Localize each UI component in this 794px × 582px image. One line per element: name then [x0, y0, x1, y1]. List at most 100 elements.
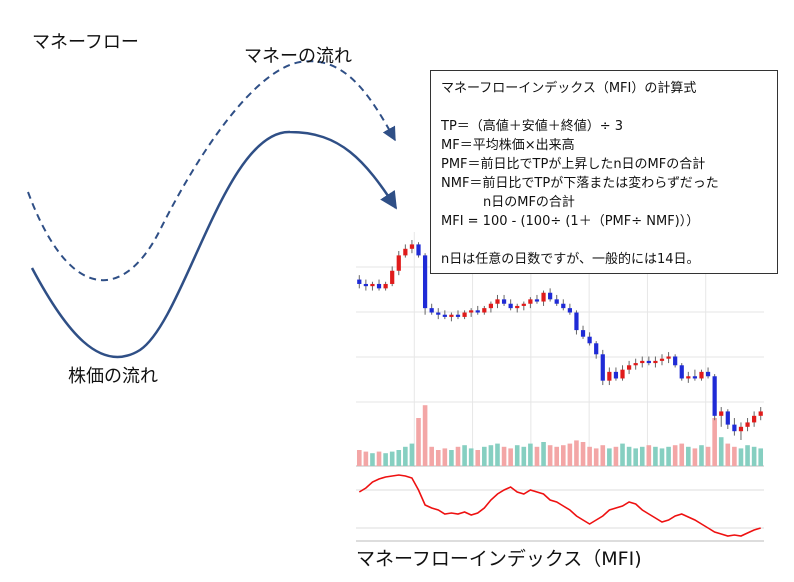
volume-bar [725, 443, 731, 466]
formula-nmf-1: NMF＝前日比でTPが下落または変わらずだった [441, 176, 719, 191]
candle-body [462, 312, 467, 317]
volume-bar [659, 448, 665, 466]
candle-body [403, 248, 408, 256]
volume-bar [600, 445, 606, 466]
main-title: マネーフロー [32, 32, 139, 53]
volume-bar [449, 450, 454, 466]
candle-body [508, 303, 513, 309]
volume-bar [751, 446, 757, 466]
volume-bar [547, 445, 553, 466]
candle-body [396, 255, 401, 271]
volume-bar [409, 443, 415, 466]
stock-chart [356, 232, 764, 542]
volume-bar [646, 445, 652, 466]
mfi-line [358, 474, 761, 537]
mfi-chart-title: マネーフローインデックス（MFI) [356, 548, 642, 570]
candle-body [541, 292, 546, 302]
candle-body [482, 308, 487, 313]
candle-body [673, 356, 678, 366]
money-flow-curve [27, 60, 396, 282]
candle-body [390, 270, 395, 284]
candle-body [719, 411, 724, 416]
volume-bar [396, 450, 402, 466]
candle-body [732, 424, 737, 432]
candle-body [436, 312, 441, 315]
volume-bar [593, 448, 599, 466]
volume-bar [554, 446, 560, 466]
price-flow-label: 株価の流れ [68, 366, 158, 387]
candle-body [574, 312, 579, 331]
candle-body [594, 343, 599, 355]
volume-bar [383, 453, 388, 466]
candle-body [705, 371, 711, 377]
volume-bar [692, 448, 698, 466]
volume-bar [653, 446, 658, 466]
formula-tp: TP＝（高値＋安値＋終値）÷ 3 [441, 119, 624, 134]
candle-body [501, 299, 507, 304]
volume-bar [732, 446, 737, 466]
volume-bar [422, 405, 428, 466]
price-flow-curve [30, 130, 398, 359]
candle-body [699, 371, 704, 379]
volume-bar [442, 448, 448, 466]
candle-body [534, 299, 540, 302]
volume-bar [541, 442, 546, 466]
candle-body [745, 422, 750, 427]
candle-body [383, 283, 388, 289]
volume-bar [482, 446, 487, 466]
volume-bar [475, 450, 481, 466]
candle-body [495, 299, 500, 304]
formula-pmf: PMF＝前日比でTPが上昇したn日のMFの合計 [441, 157, 706, 172]
formula-mf: MF＝平均株価×出来高 [441, 138, 575, 153]
volume-bar [462, 445, 467, 466]
candle-body [475, 310, 480, 313]
volume-bar [580, 442, 586, 466]
volume-bar [620, 443, 625, 466]
candle-body [370, 283, 375, 287]
candle-body [376, 283, 382, 289]
candle-body [626, 365, 632, 370]
candle-body [607, 371, 612, 381]
candle-body [528, 299, 533, 304]
candle-body [363, 283, 368, 287]
candle-body [620, 369, 625, 379]
candle-body [653, 360, 658, 364]
candle-body [692, 376, 698, 379]
candle-body [738, 426, 744, 432]
volume-bar [429, 446, 434, 466]
formula-note: n日は任意の日数ですが、一般的には14日。 [441, 252, 700, 267]
formula-nmf-2: n日のMFの合計 [483, 195, 575, 210]
volume-bar [514, 445, 520, 466]
candle-body [422, 255, 428, 309]
candle-body [679, 365, 684, 379]
candle-body [449, 314, 454, 317]
volume-bars [356, 405, 764, 466]
volume-bar [567, 443, 573, 466]
volume-bar [468, 448, 474, 466]
volume-bar [613, 446, 619, 466]
candle-body [567, 308, 572, 313]
volume-bar [435, 450, 441, 466]
volume-bar [699, 445, 704, 466]
candle-body [442, 314, 447, 317]
candle-body [554, 299, 559, 304]
candle-body [613, 371, 619, 379]
candle-body [357, 279, 362, 284]
candle-body [646, 360, 651, 364]
volume-bar [626, 446, 632, 466]
candle-body [561, 303, 566, 309]
candle-body [416, 244, 421, 256]
volume-bar [574, 440, 579, 466]
candle-body [752, 415, 757, 423]
volume-bar [455, 446, 461, 466]
candle-body [548, 292, 553, 300]
candle-body [758, 411, 763, 416]
volume-bar [403, 446, 408, 466]
money-flow-label: マネーの流れ [244, 46, 352, 67]
candle-body [725, 411, 730, 425]
mfi-panel [356, 474, 764, 542]
volume-bar [633, 448, 638, 466]
formula-mfi: MFI = 100 - (100÷ (1＋（PMF÷ NMF)）） [441, 214, 700, 229]
candles [357, 240, 763, 440]
